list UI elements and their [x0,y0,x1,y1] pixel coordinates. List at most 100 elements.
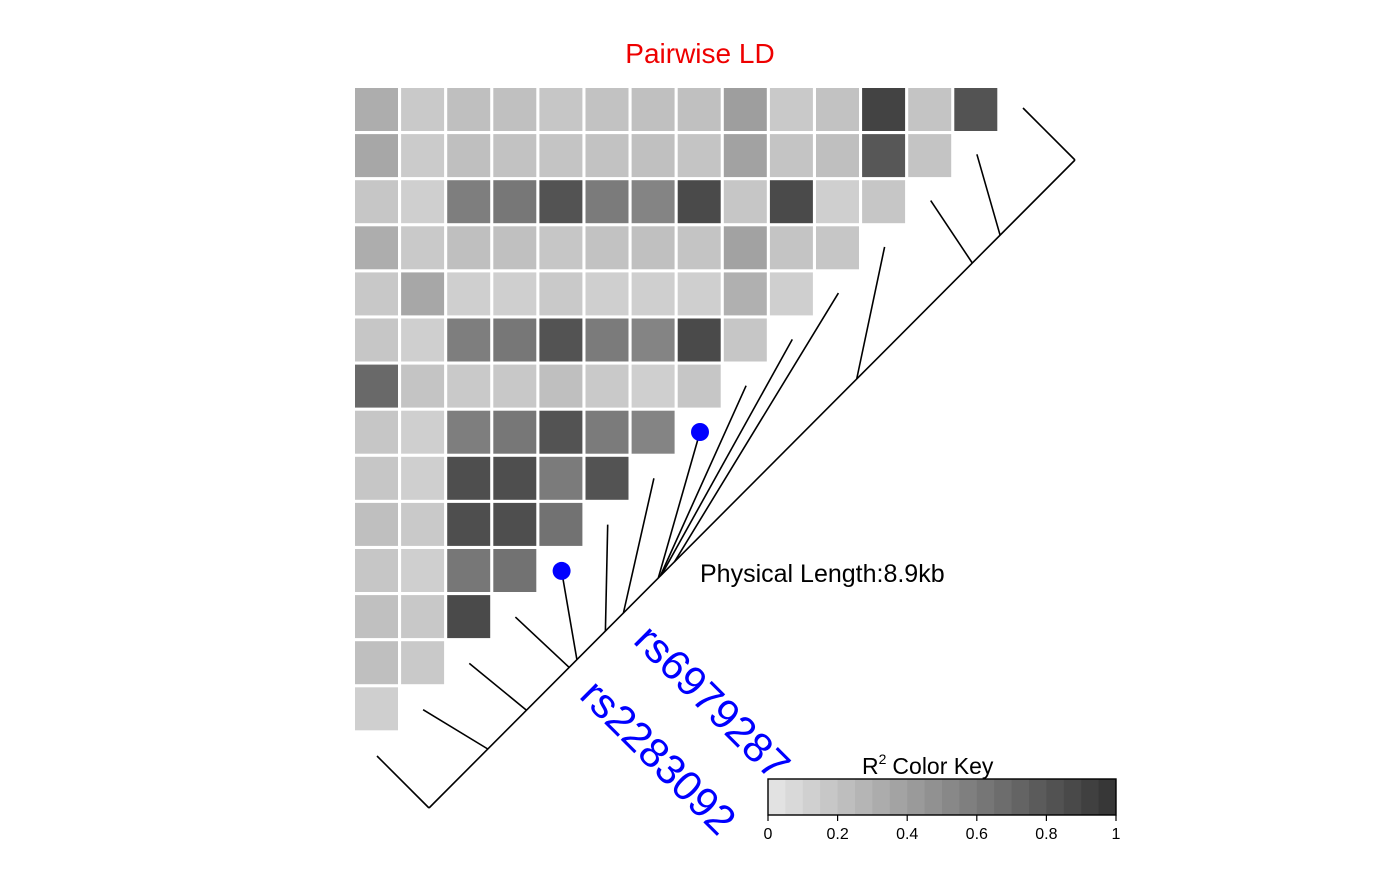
ld-cell-r10-c2 [447,549,491,592]
ld-cell-r2-c0 [355,180,398,224]
ld-cell-r5-c2 [447,318,491,362]
ld-cell-r5-c0 [355,318,398,362]
color-key-segment-5 [855,779,873,815]
ld-cell-r1-c6 [631,134,675,178]
color-key-segment-4 [837,779,856,815]
snp-tick-1 [422,709,489,750]
ld-cell-r5-c7 [677,318,721,362]
color-key-superscript: 2 [879,751,887,767]
ld-cell-r4-c3 [493,272,537,316]
color-key: R2 Color Key 0 0.2 0.4 0.6 0.8 1 [764,751,1121,843]
snp-tick-3 [514,616,570,668]
ld-cell-r4-c9 [769,272,813,316]
ld-cell-r3-c9 [769,226,813,270]
ld-cell-r3-c2 [447,226,491,270]
ld-cell-r0-c12 [908,88,952,131]
ld-cell-r4-c8 [723,272,767,316]
ld-cell-r1-c4 [539,134,583,178]
ld-cell-r6-c0 [355,364,398,408]
ld-cell-r5-c1 [401,318,445,362]
color-key-title: R2 Color Key [862,751,994,779]
ld-cell-r6-c3 [493,364,537,408]
ld-cell-r6-c1 [401,364,445,408]
color-key-segment-9 [924,779,943,815]
ld-cell-r1-c2 [447,134,491,178]
color-key-segment-2 [802,779,821,815]
ld-cell-r7-c4 [539,410,583,454]
ld-cell-r2-c11 [862,180,906,224]
ld-cell-r3-c1 [401,226,445,270]
snp-map-ticks [376,107,1076,809]
ld-cell-r7-c2 [447,410,491,454]
ld-cell-r10-c1 [401,549,445,592]
ld-cell-r5-c3 [493,318,537,362]
ld-cell-r2-c4 [539,180,583,224]
color-key-segment-17 [1063,779,1082,815]
ld-cell-r1-c9 [769,134,813,178]
ld-cell-r0-c10 [816,88,859,131]
ld-cell-r3-c8 [723,226,767,270]
ld-cell-r8-c3 [493,456,537,500]
color-key-segment-6 [872,779,891,815]
ld-cell-r0-c0 [355,88,398,131]
ld-cell-r6-c2 [447,364,491,408]
ld-cell-r0-c6 [631,88,675,131]
ld-cell-r0-c1 [401,88,445,131]
color-key-segment-19 [1098,779,1117,815]
color-key-frame [767,778,1117,816]
ld-cell-r7-c1 [401,410,445,454]
ld-cell-r1-c8 [723,134,767,178]
ld-cell-r3-c4 [539,226,583,270]
highlight-snp-dot-7 [691,423,709,441]
ld-cell-r7-c0 [355,410,398,454]
ld-cell-r2-c1 [401,180,445,224]
snp-tick-9 [660,339,793,576]
ld-cell-r1-c3 [493,134,537,178]
ld-cell-r9-c2 [447,502,491,546]
ld-cell-r0-c5 [585,88,629,131]
snp-tick-10 [673,292,840,563]
color-key-tick-label-5: 1 [1112,826,1121,843]
ld-cell-r0-c3 [493,88,537,131]
ld-cell-r3-c10 [816,226,859,270]
ld-cell-r2-c8 [723,180,767,224]
snp-tick-8 [659,385,747,577]
ld-cell-r10-c0 [355,549,398,592]
ld-cell-r4-c5 [585,272,629,316]
ld-cell-r2-c9 [769,180,813,224]
ld-cell-r2-c5 [585,180,629,224]
color-key-tick-label-4: 0.8 [1035,826,1057,843]
ld-cell-r8-c2 [447,456,491,500]
ld-cell-r0-c9 [769,88,813,131]
color-key-segment-13 [994,779,1012,815]
ld-cell-r7-c6 [631,410,675,454]
snp-tick-12 [930,200,973,264]
ld-cell-r0-c13 [954,88,998,131]
ld-cell-r4-c1 [401,272,445,316]
ld-cell-r6-c5 [585,364,629,408]
ld-cell-r4-c7 [677,272,721,316]
ld-cell-r1-c7 [677,134,721,178]
color-key-segment-0 [768,779,786,815]
ld-cell-r4-c0 [355,272,398,316]
ld-cell-r12-c0 [355,641,398,685]
ld-cell-r0-c8 [723,88,767,131]
ld-cell-r9-c1 [401,502,445,546]
ld-cell-r8-c1 [401,456,445,500]
color-key-tick-label-1: 0.2 [826,826,848,843]
ld-cell-r1-c1 [401,134,445,178]
color-key-segment-12 [976,779,995,815]
ld-cell-r10-c3 [493,549,537,592]
ld-cell-r11-c2 [447,595,491,639]
ld-cell-r3-c6 [631,226,675,270]
ld-cell-r8-c5 [585,456,629,500]
color-key-segment-1 [785,779,804,815]
ld-cell-r11-c1 [401,595,445,639]
color-key-segment-3 [820,779,838,815]
color-key-segment-8 [907,779,925,815]
color-key-segment-18 [1081,779,1099,815]
color-key-segment-11 [959,779,978,815]
snp-tick-14 [1022,107,1076,161]
ld-cell-r8-c4 [539,456,583,500]
